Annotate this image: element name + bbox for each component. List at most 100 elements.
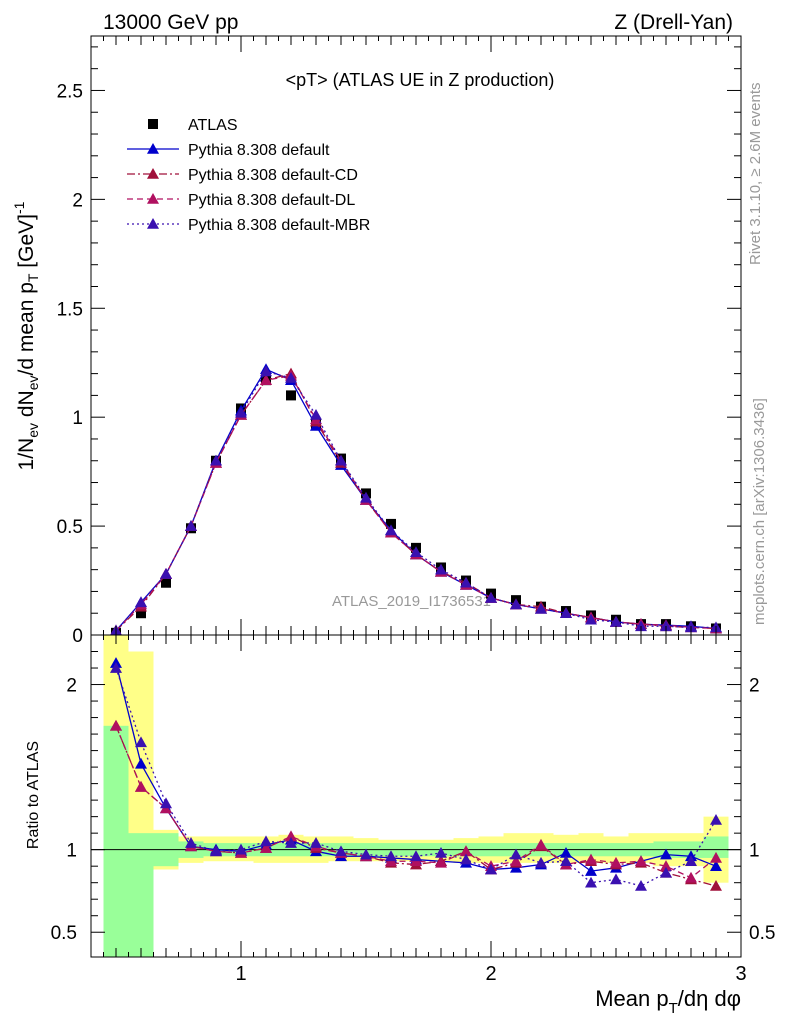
legend-label-pythia-8-308-default-dl: Pythia 8.308 default-DL [188, 192, 355, 209]
header-left: 13000 GeV pp [103, 11, 238, 34]
data-point-pythia-8-308-default-mbr [310, 409, 322, 420]
data-point-atlas [386, 518, 396, 529]
ratio-point-pythia-8-308-default [710, 860, 722, 871]
main-y-axis-label: 1/Nev dNev/d mean pT [GeV]-1 [11, 201, 41, 470]
ratio-point-pythia-8-308-default-mbr [135, 736, 147, 748]
legend-marker-atlas [148, 119, 158, 129]
y-tick-label: 2.5 [57, 81, 83, 102]
ratio-point-pythia-8-308-default-mbr [435, 846, 447, 858]
ratio-point-pythia-8-308-default-mbr [610, 873, 622, 885]
ratio-point-pythia-8-308-default-mbr [660, 866, 672, 878]
main-plot-title: <pT> (ATLAS UE in Z production) [286, 70, 555, 90]
watermark-label: ATLAS_2019_I1736531 [332, 593, 491, 610]
ratio-point-pythia-8-308-default [560, 846, 572, 858]
ratio-y-tick-label-left: 2 [66, 676, 77, 697]
data-point-pythia-8-308-default-mbr [335, 454, 347, 466]
ratio-point-pythia-8-308-default-dl [285, 830, 297, 842]
ratio-point-pythia-8-308-default-dl [110, 719, 122, 731]
ratio-point-pythia-8-308-default-mbr [685, 855, 697, 867]
legend-marker-pythia-8-308-default-dl [147, 193, 159, 204]
series-line-pythia-8-308-default [115, 368, 717, 632]
data-point-pythia-8-308-default-mbr [435, 563, 447, 575]
legend-marker-pythia-8-308-default-mbr [147, 218, 159, 229]
ratio-point-pythia-8-308-default [660, 848, 672, 860]
ratio-point-pythia-8-308-default-dl [610, 856, 622, 868]
data-point-atlas [286, 390, 296, 401]
ratio-point-pythia-8-308-default-mbr [410, 850, 422, 862]
data-point-pythia-8-308-default-mbr [135, 596, 147, 608]
header-right: Z (Drell-Yan) [614, 11, 733, 34]
data-point-pythia-8-308-default-mbr [185, 520, 197, 531]
ratio-point-pythia-8-308-default-mbr [160, 797, 172, 809]
ratio-point-pythia-8-308-default-mbr [510, 848, 522, 860]
rivet-version-label: Rivet 3.1.10, ≥ 2.6M events [747, 83, 764, 266]
ratio-point-pythia-8-308-default-mbr [485, 863, 497, 875]
ratio-y-axis-label: Ratio to ATLAS [25, 741, 42, 849]
ratio-y-tick-label-right: 2 [749, 676, 760, 697]
ratio-point-pythia-8-308-default-mbr [235, 843, 247, 855]
y-tick-label: 1.5 [57, 299, 83, 320]
ratio-point-pythia-8-308-default-dl [585, 853, 597, 865]
data-point-pythia-8-308-default-mbr [360, 491, 372, 503]
y-tick-label: 0.5 [57, 517, 83, 538]
series-line-pythia-8-308-default-mbr [115, 370, 716, 632]
ratio-point-pythia-8-308-default-mbr [585, 876, 597, 888]
x-axis-label: Mean pT/dη dφ [595, 986, 741, 1017]
data-point-pythia-8-308-default-mbr [260, 365, 272, 377]
ratio-point-pythia-8-308-default [585, 865, 597, 876]
ratio-point-pythia-8-308-default-dl [260, 842, 272, 853]
ratio-point-pythia-8-308-default-mbr [335, 845, 347, 857]
ratio-point-pythia-8-308-default-dl [435, 856, 447, 868]
x-tick-label: 3 [735, 963, 746, 985]
legend-label-pythia-8-308-default-cd: Pythia 8.308 default-CD [188, 167, 358, 184]
ratio-y-tick-label-right: 0.5 [749, 923, 775, 944]
data-point-pythia-8-308-default-mbr [585, 613, 597, 625]
ratio-point-pythia-8-308-default-mbr [360, 848, 372, 860]
data-point-atlas [161, 577, 171, 588]
ratio-point-pythia-8-308-default-dl [660, 860, 672, 871]
ratio-point-pythia-8-308-default-mbr [460, 853, 472, 865]
ratio-point-pythia-8-308-default-cd [710, 879, 722, 891]
ratio-point-pythia-8-308-default-dl [460, 845, 472, 857]
ratio-y-tick-label-left: 1 [66, 841, 77, 862]
y-tick-label: 0 [72, 626, 83, 647]
ratio-point-pythia-8-308-default-dl [135, 780, 147, 792]
ratio-uncertainty-band-green [128, 833, 154, 957]
ratio-point-pythia-8-308-default-dl [510, 855, 522, 867]
legend-marker-pythia-8-308-default [147, 143, 159, 154]
ratio-uncertainty-band-green [103, 725, 129, 957]
y-tick-label: 1 [72, 408, 83, 429]
ratio-point-pythia-8-308-default-mbr [635, 879, 647, 891]
ratio-point-pythia-8-308-default-mbr [310, 837, 322, 848]
legend-label-atlas: ATLAS [188, 117, 238, 134]
data-point-pythia-8-308-default-mbr [235, 406, 247, 418]
data-point-pythia-8-308-default-mbr [285, 371, 297, 383]
ratio-point-pythia-8-308-default-dl [685, 871, 697, 883]
data-point-pythia-8-308-default-mbr [610, 615, 622, 627]
data-point-pythia-8-308-default-mbr [410, 546, 422, 558]
legend-label-pythia-8-308-default-mbr: Pythia 8.308 default-MBR [188, 217, 370, 234]
ratio-point-pythia-8-308-default-mbr [210, 845, 222, 857]
ratio-y-tick-label-right: 1 [749, 841, 760, 862]
ratio-uncertainty-band-green [703, 836, 729, 858]
ratio-point-pythia-8-308-default-dl [710, 851, 722, 863]
ratio-point-pythia-8-308-default-dl [635, 855, 647, 867]
x-tick-label: 1 [235, 963, 246, 985]
data-point-pythia-8-308-default-mbr [210, 454, 222, 466]
data-point-pythia-8-308-default-mbr [560, 607, 572, 619]
legend-marker-pythia-8-308-default-cd [147, 168, 159, 179]
data-point-pythia-8-308-default-mbr [535, 602, 547, 614]
ratio-point-pythia-8-308-default-mbr [260, 835, 272, 847]
ratio-point-pythia-8-308-default-mbr [185, 837, 197, 848]
data-point-pythia-8-308-default-mbr [160, 568, 172, 579]
ratio-point-pythia-8-308-default-mbr [710, 813, 722, 825]
data-point-pythia-8-308-default-mbr [385, 524, 397, 536]
data-point-pythia-8-308-default-mbr [510, 598, 522, 610]
legend-label-pythia-8-308-default: Pythia 8.308 default [188, 142, 330, 159]
data-point-pythia-8-308-default-dl [260, 374, 272, 385]
mcplots-source-label: mcplots.cern.ch [arXiv:1306.3436] [751, 398, 768, 625]
ratio-point-pythia-8-308-default-mbr [560, 855, 572, 867]
ratio-y-tick-label-left: 0.5 [51, 923, 77, 944]
